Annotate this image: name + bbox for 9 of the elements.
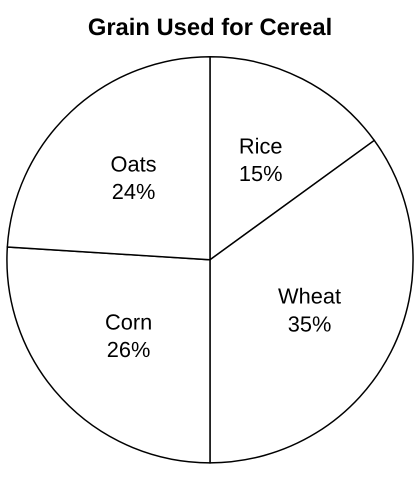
chart-title: Grain Used for Cereal	[88, 14, 332, 41]
data-label: 35%	[288, 311, 332, 336]
data-label: 26%	[106, 337, 150, 362]
data-label: 15%	[238, 161, 283, 186]
slice-label: Oats	[110, 151, 157, 176]
data-label: 24%	[112, 179, 156, 204]
slice-label: Rice	[238, 133, 282, 158]
slice-label: Corn	[104, 309, 152, 334]
slice-label: Wheat	[278, 284, 341, 309]
